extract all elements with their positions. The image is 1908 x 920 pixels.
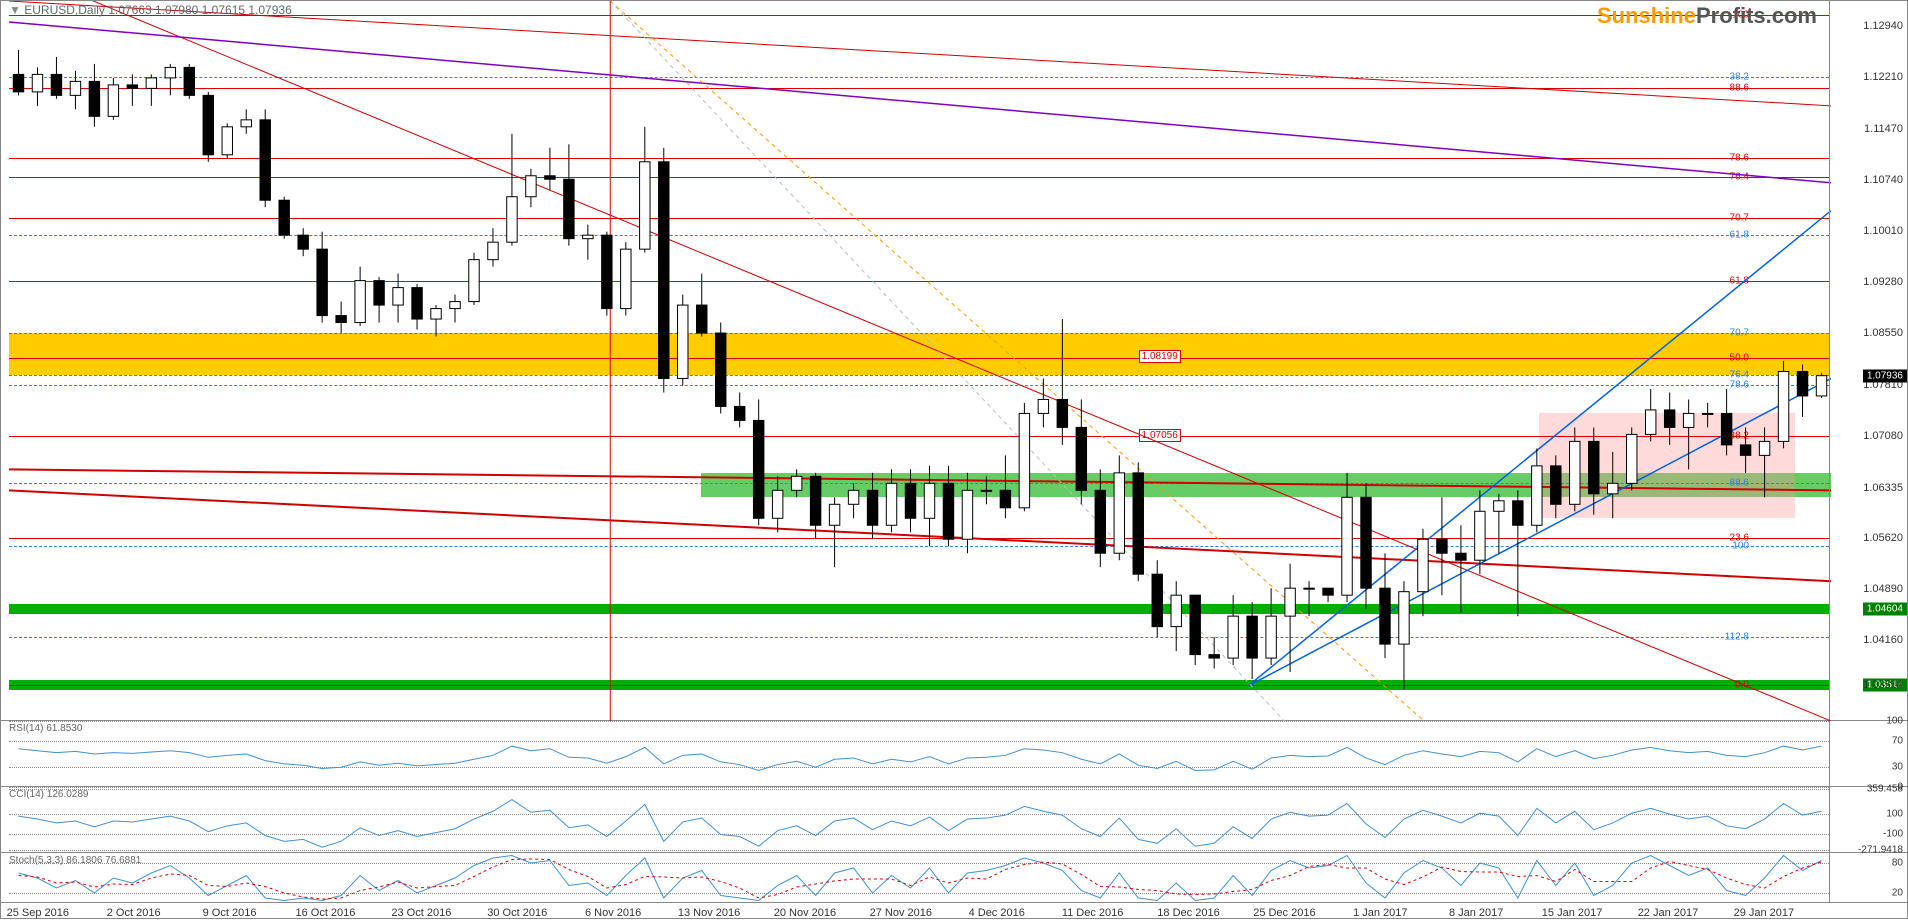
rsi-panel: RSI(14) 61.8530 10070300 xyxy=(1,721,1907,787)
candles-layer xyxy=(9,1,1831,721)
main-plot-area[interactable]: 10088.678.676.470.761.850.038.223.60.038… xyxy=(9,1,1829,720)
xaxis: 25 Sep 2016 2 Oct 2016 9 Oct 2016 16 Oct 20… xyxy=(1,903,1907,920)
chart-container: ▼ EURUSD,Daily 1.07663 1.07980 1.07615 1… xyxy=(0,0,1908,919)
stoch-label: Stoch(5,3,3) 86.1806 76.6881 xyxy=(9,855,141,866)
ytick-label: 1.03514 xyxy=(1863,679,1903,691)
xtick-label: 9 Oct 2016 xyxy=(203,907,257,919)
ytick-label: 1.11470 xyxy=(1864,123,1903,135)
stoch-plot[interactable] xyxy=(9,853,1829,902)
xtick-label: 2 Oct 2016 xyxy=(107,907,161,919)
indicator-line xyxy=(9,853,1831,903)
ytick-label: 1.12940 xyxy=(1863,20,1903,32)
xtick-label: 18 Dec 2016 xyxy=(1157,907,1219,919)
xtick-label: 30 Oct 2016 xyxy=(487,907,547,919)
xtick-label: 22 Jan 2017 xyxy=(1638,907,1699,919)
indicator-line xyxy=(9,787,1831,853)
ytick-label: 1.06335 xyxy=(1863,482,1903,494)
xtick-label: 15 Jan 2017 xyxy=(1542,907,1603,919)
cci-label: CCI(14) 126.0289 xyxy=(9,789,89,800)
xtick-label: 16 Oct 2016 xyxy=(295,907,355,919)
indicator-level-label: 20 xyxy=(1892,888,1903,899)
ytick-label: 1.07080 xyxy=(1863,430,1903,442)
indicator-level-label: 100 xyxy=(1886,716,1903,727)
ytick-label: 1.04890 xyxy=(1863,583,1903,595)
rsi-plot[interactable] xyxy=(9,721,1829,786)
xtick-label: 25 Dec 2016 xyxy=(1253,907,1315,919)
price-level-label: 1.04604 xyxy=(1863,602,1907,615)
xtick-label: 27 Nov 2016 xyxy=(870,907,932,919)
cci-plot[interactable] xyxy=(9,787,1829,852)
indicator-line xyxy=(9,721,1831,787)
current-price-box: 1.07936 xyxy=(1863,369,1907,382)
xtick-label: 6 Nov 2016 xyxy=(585,907,641,919)
cci-yaxis: 359.458100-100-271.9418 xyxy=(1829,787,1907,852)
stoch-panel: Stoch(5,3,3) 86.1806 76.6881 80 20 xyxy=(1,853,1907,903)
indicator-level-label: 359.458 xyxy=(1867,783,1903,794)
xtick-label: 20 Nov 2016 xyxy=(774,907,836,919)
ytick-label: 1.05620 xyxy=(1863,532,1903,544)
xtick-label: 29 Jan 2017 xyxy=(1734,907,1795,919)
xtick-label: 25 Sep 2016 xyxy=(7,907,69,919)
indicator-level-label: 30 xyxy=(1892,762,1903,773)
main-price-panel: ▼ EURUSD,Daily 1.07663 1.07980 1.07615 1… xyxy=(1,1,1907,721)
ytick-label: 1.10740 xyxy=(1863,174,1903,186)
indicator-level-label: -100 xyxy=(1883,828,1903,839)
ytick-label: 1.09280 xyxy=(1863,276,1903,288)
xtick-label: 1 Jan 2017 xyxy=(1353,907,1407,919)
ytick-label: 1.08550 xyxy=(1863,327,1903,339)
xtick-label: 4 Dec 2016 xyxy=(969,907,1025,919)
xtick-label: 13 Nov 2016 xyxy=(678,907,740,919)
chart-title: ▼ EURUSD,Daily 1.07663 1.07980 1.07615 1… xyxy=(9,3,292,17)
watermark: SunshineProfits.com xyxy=(1597,3,1817,29)
ytick-label: 1.04160 xyxy=(1863,634,1903,646)
stoch-yaxis: 80 20 xyxy=(1829,853,1907,902)
ytick-label: 1.12210 xyxy=(1863,71,1903,83)
xtick-label: 23 Oct 2016 xyxy=(391,907,451,919)
rsi-yaxis: 10070300 xyxy=(1829,721,1907,786)
xtick-label: 8 Jan 2017 xyxy=(1449,907,1503,919)
ytick-label: 1.10010 xyxy=(1863,225,1903,237)
indicator-level-label: 70 xyxy=(1892,735,1903,746)
main-yaxis: 1.04604 1.03514 1.12940 1.12210 1.11470 1.107… xyxy=(1829,1,1907,720)
indicator-level-label: 80 xyxy=(1892,858,1903,869)
cci-panel: CCI(14) 126.0289 359.458100-100-271.9418 xyxy=(1,787,1907,853)
indicator-level-label: 100 xyxy=(1886,809,1903,820)
xtick-label: 11 Dec 2016 xyxy=(1062,907,1124,919)
rsi-label: RSI(14) 61.8530 xyxy=(9,723,82,734)
